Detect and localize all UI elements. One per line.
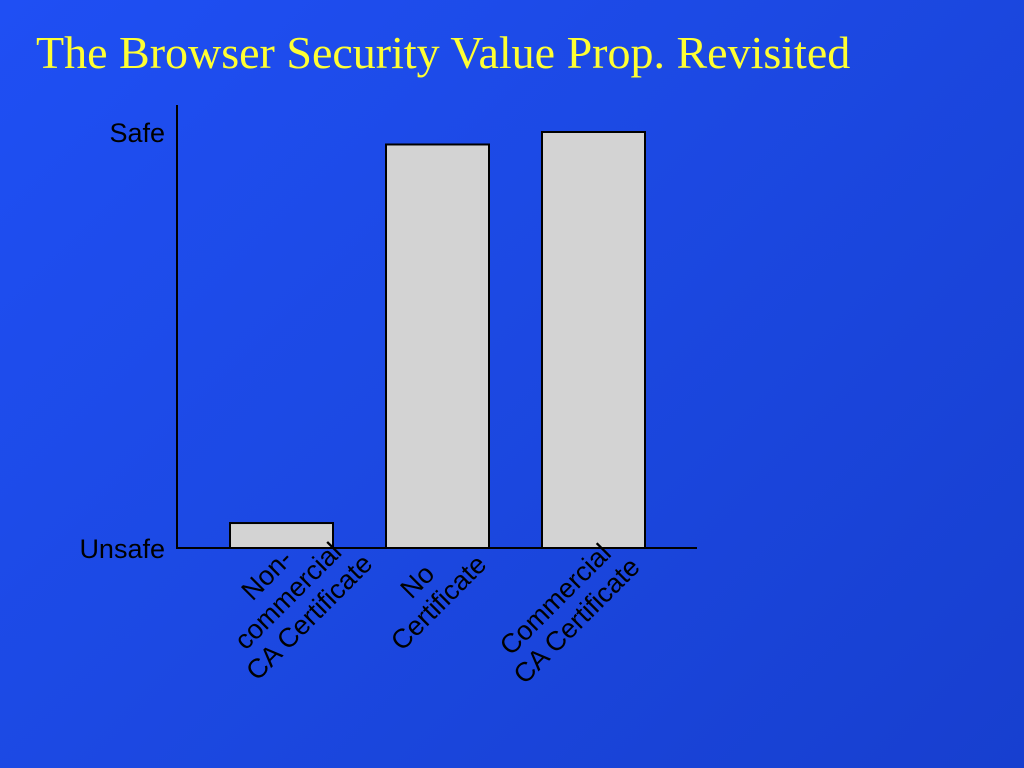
y-tick-label-top: Safe [109,118,165,148]
slide-title: The Browser Security Value Prop. Revisit… [36,27,851,78]
bars-group [229,131,646,549]
category-label-2: CommercialCA Certificate [486,530,645,689]
y-tick-label-bottom: Unsafe [79,534,165,564]
bar-1 [385,143,490,549]
bar-0 [229,522,334,549]
bar-2 [541,131,646,549]
category-label-1-line-1: Certificate [385,549,492,656]
